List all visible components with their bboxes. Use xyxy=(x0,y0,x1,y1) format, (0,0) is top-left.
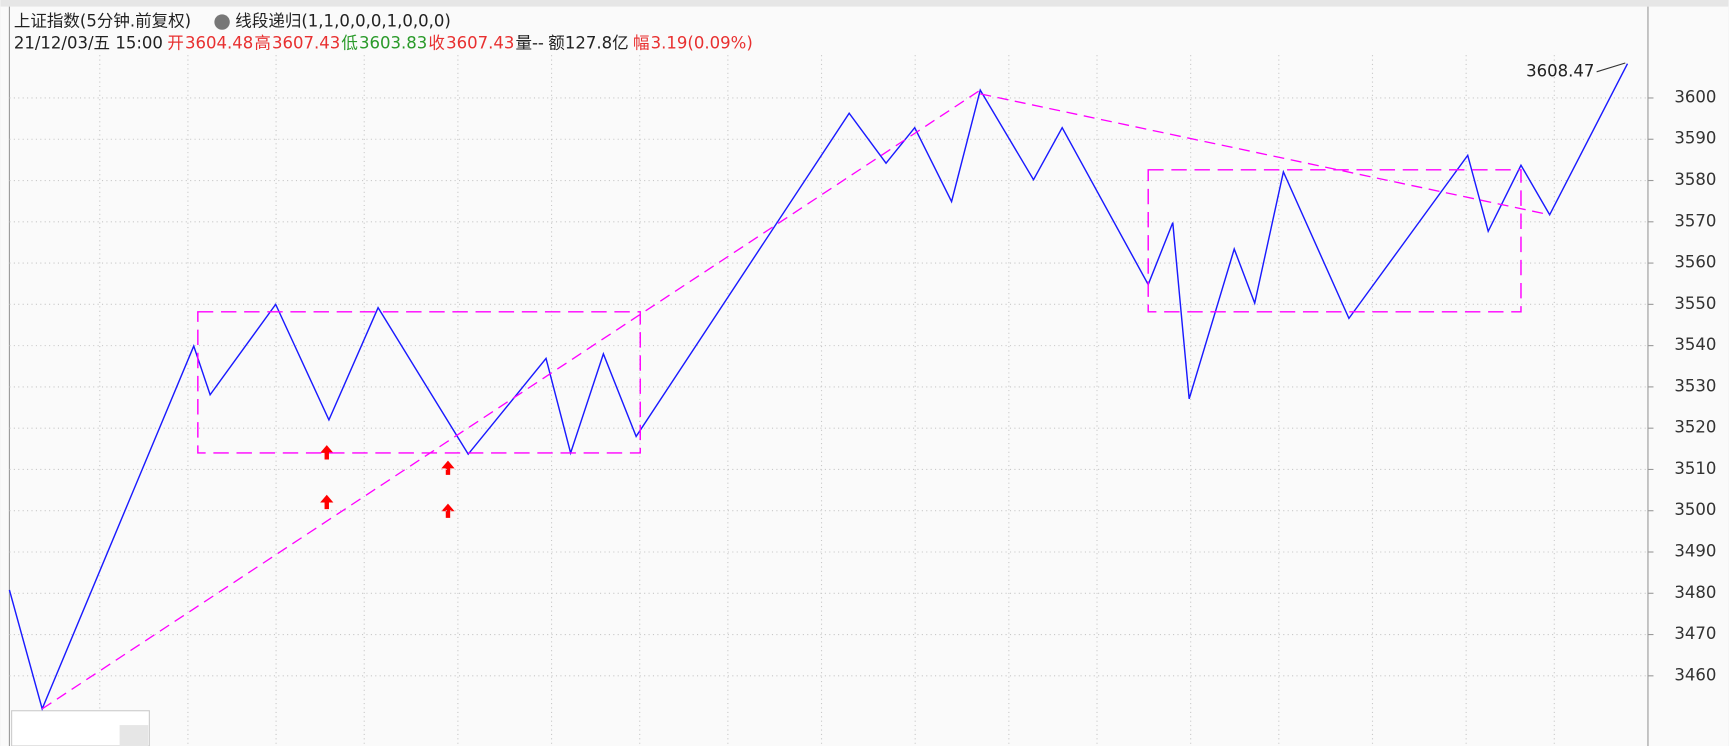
y-tick-label: 3550 xyxy=(1674,294,1716,313)
y-tick-label: 3500 xyxy=(1674,500,1716,519)
up-arrows xyxy=(320,445,455,518)
close-button[interactable] xyxy=(119,725,149,746)
quote-volume: 量-- xyxy=(515,34,543,53)
y-tick-label: 3490 xyxy=(1674,542,1716,561)
y-tick-label: 3590 xyxy=(1674,129,1716,148)
quote-value: 3604.48 xyxy=(185,34,253,53)
y-tick-label: 3580 xyxy=(1674,170,1716,189)
quote-label: 高 xyxy=(254,34,271,53)
pivot-box xyxy=(1147,169,1522,313)
indicator-name: 线段递归(1,1,0,0,0,1,0,0,0) xyxy=(235,12,451,31)
arrow xyxy=(320,445,334,460)
last-price-pointer xyxy=(1596,62,1626,73)
y-tick-label: 3540 xyxy=(1674,335,1716,354)
last-price-label: 3608.47 xyxy=(1526,61,1594,80)
quote-change: 3.19(0.09%) xyxy=(651,34,753,53)
trend-line xyxy=(41,89,981,710)
y-tick-label: 3560 xyxy=(1674,253,1716,272)
quote-label: 开 xyxy=(167,34,184,53)
y-tick-label: 3480 xyxy=(1674,583,1716,602)
tab-bar xyxy=(0,0,1729,7)
y-tick-label: 3470 xyxy=(1674,624,1716,643)
arrow xyxy=(441,460,455,475)
y-tick-label: 3600 xyxy=(1674,87,1716,106)
quote-line: 21/12/03/五 15:00 开 3604.48 高 3607.43 低 3603.83… xyxy=(14,34,753,53)
indicator-icon[interactable] xyxy=(214,14,230,30)
vertical-grid xyxy=(99,55,1555,746)
y-tick-label: 3460 xyxy=(1674,665,1716,684)
quote-value: 3607.43 xyxy=(272,34,340,53)
arrow xyxy=(320,494,334,510)
zigzag-line xyxy=(8,63,1629,712)
pivot-box xyxy=(197,311,641,454)
quote-value: 3603.83 xyxy=(359,34,427,53)
quote-amount: 额127.8亿 xyxy=(548,34,628,53)
y-tick-label: 3510 xyxy=(1674,459,1716,478)
y-tick-label: 3520 xyxy=(1674,418,1716,437)
y-tick-label: 3530 xyxy=(1674,376,1716,395)
quote-value: 3607.43 xyxy=(446,34,514,53)
quote-label: 收 xyxy=(428,34,445,53)
index-name: 上证指数(5分钟.前复权) xyxy=(14,12,191,31)
arrow xyxy=(441,503,455,518)
quote-change-label: 幅 xyxy=(633,34,650,53)
y-tick-label: 3570 xyxy=(1674,211,1716,230)
trend-line xyxy=(980,93,1550,216)
quote-label: 低 xyxy=(341,34,358,53)
quote-time: 21/12/03/五 15:00 xyxy=(14,34,163,53)
